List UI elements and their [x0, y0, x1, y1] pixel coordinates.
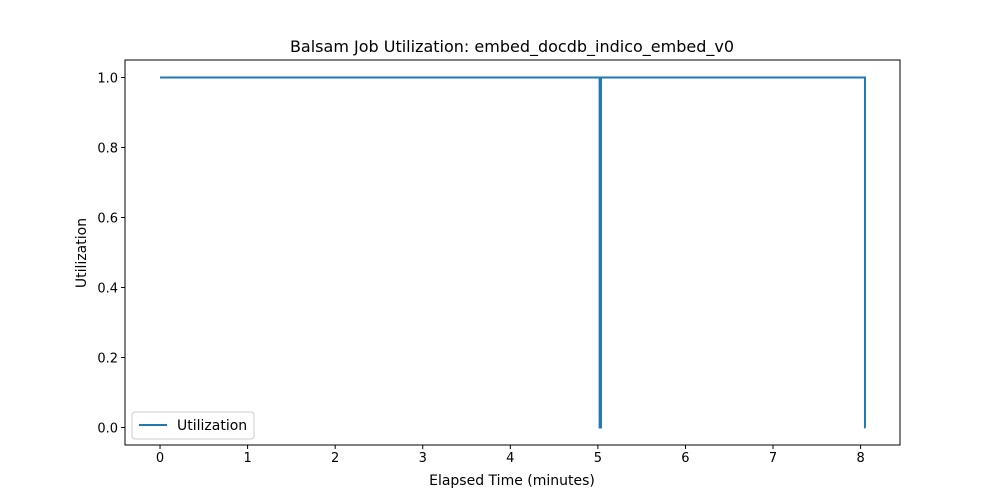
legend: Utilization: [131, 411, 255, 440]
x-tick-label-0: 0: [156, 451, 164, 466]
y-tick-label-2: 0.4: [97, 282, 118, 297]
legend-label: Utilization: [177, 418, 247, 434]
legend-box: [131, 411, 255, 440]
y-tick-label-0: 0.0: [97, 422, 118, 437]
x-tick-label-1: 1: [243, 451, 251, 466]
x-tick-label-4: 4: [506, 451, 514, 466]
x-tick-label-3: 3: [419, 451, 427, 466]
series-layer: [160, 76, 866, 429]
x-tick-label-6: 6: [681, 451, 689, 466]
x-axis-label: Elapsed Time (minutes): [429, 473, 595, 489]
y-tick-label-4: 0.8: [97, 142, 118, 157]
y-tick-label-1: 0.2: [97, 352, 118, 367]
x-tick-label-8: 8: [856, 451, 864, 466]
y-axis-label: Utilization: [74, 218, 90, 288]
plot-area: [124, 59, 901, 446]
y-tick-label-5: 1.0: [97, 72, 118, 87]
axes-frame: [124, 59, 901, 446]
y-axis: 0.0 0.2 0.4 0.6 0.8 1.0: [97, 72, 125, 437]
x-tick-label-7: 7: [769, 451, 777, 466]
series-line-0: [160, 76, 866, 429]
x-axis: 0 1 2 3 4 5 6 7 8: [156, 445, 865, 466]
x-tick-label-2: 2: [331, 451, 339, 466]
x-tick-label-5: 5: [594, 451, 602, 466]
y-tick-label-3: 0.6: [97, 212, 118, 227]
chart-title: Balsam Job Utilization: embed_docdb_indi…: [290, 37, 734, 57]
